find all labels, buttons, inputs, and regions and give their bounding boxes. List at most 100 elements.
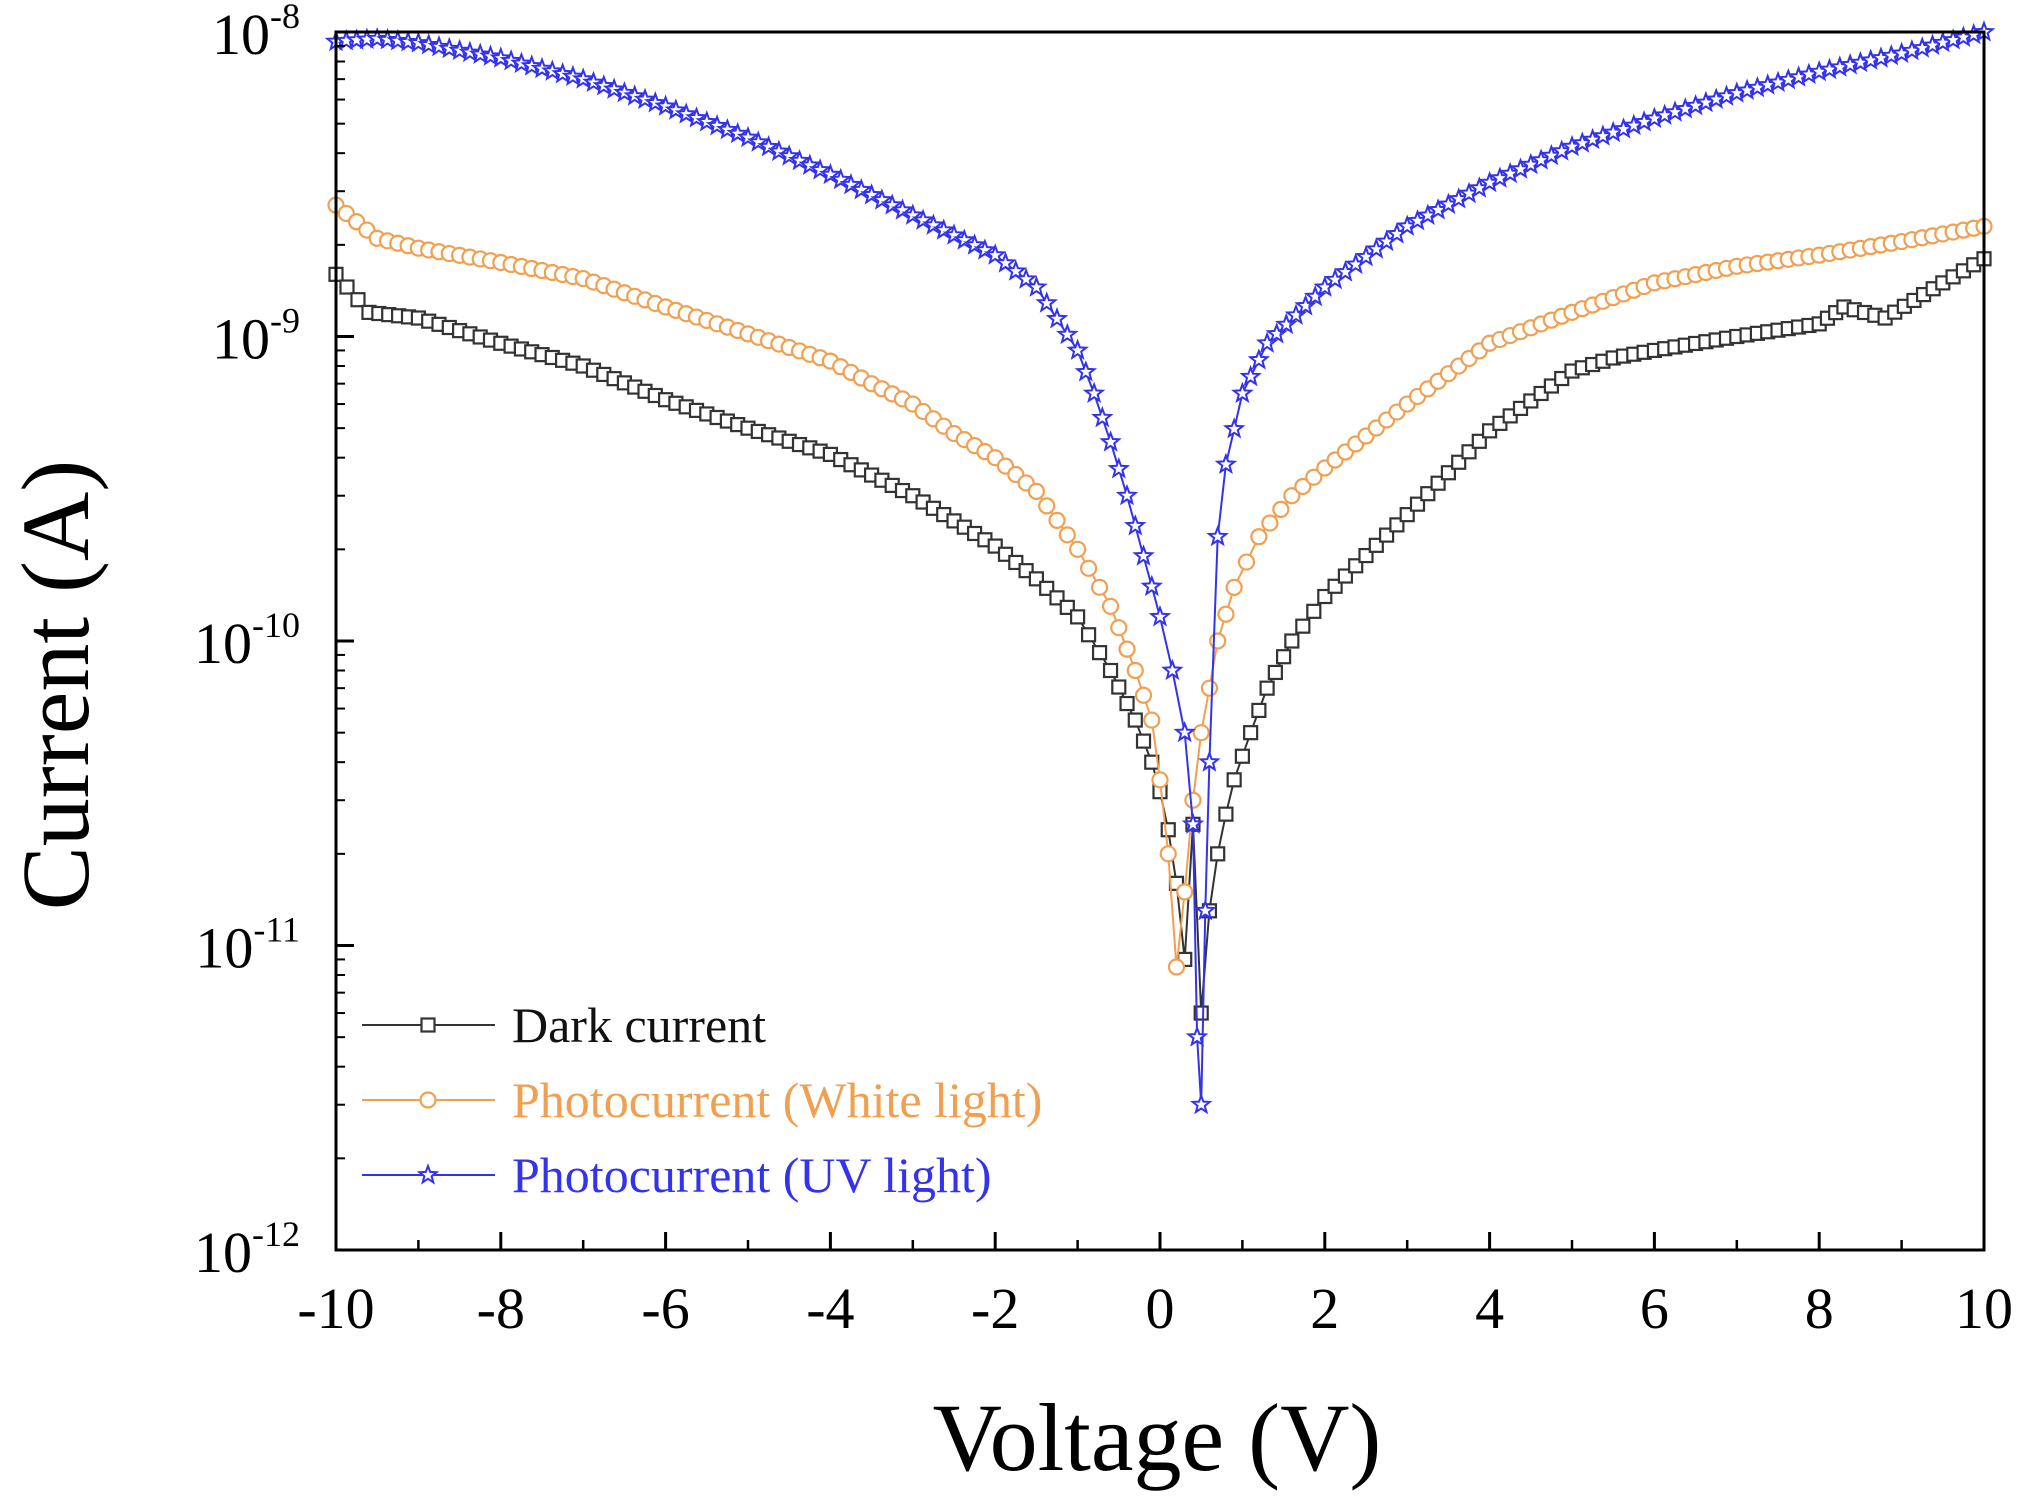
data-point — [1284, 633, 1300, 649]
data-point — [1055, 322, 1079, 345]
data-point — [1132, 544, 1155, 566]
y-tick-label: 10-12 — [194, 1214, 300, 1285]
legend-marker — [420, 1017, 436, 1033]
axes-layer: -10 -8 -6 -4 -2 0 2 4 6 8 10 10-12 10-11 10-10 10-9 10-… — [194, 0, 2013, 1341]
x-tick-label: -8 — [477, 1276, 525, 1341]
data-point — [1127, 712, 1143, 728]
y-tick-label: 10-10 — [194, 605, 300, 676]
series-1 — [328, 251, 1992, 1021]
x-tick-label: 6 — [1640, 1276, 1669, 1341]
data-point — [1058, 526, 1076, 544]
y-tick-label: 10-9 — [212, 301, 300, 372]
data-point — [695, 110, 719, 132]
data-point — [1048, 511, 1066, 529]
data-point — [819, 162, 842, 185]
data-point — [901, 203, 925, 225]
data-point — [1090, 578, 1109, 596]
data-point — [1267, 664, 1283, 681]
data-point — [973, 238, 997, 260]
series-3 — [324, 20, 1996, 1115]
data-point — [1283, 487, 1301, 505]
data-point — [1068, 540, 1087, 558]
data-point — [437, 36, 461, 59]
data-point — [1119, 695, 1135, 712]
x-tick-label: 8 — [1805, 1276, 1834, 1341]
data-point — [983, 243, 1007, 265]
data-point — [685, 106, 708, 128]
data-point — [1189, 1092, 1213, 1115]
data-point — [1217, 605, 1235, 623]
data-point — [1035, 291, 1059, 313]
x-tick-label: 0 — [1146, 1276, 1175, 1341]
data-point — [1225, 578, 1243, 596]
data-point — [705, 114, 729, 136]
data-point — [942, 223, 966, 245]
legend-label: Photocurrent (UV light) — [512, 1147, 992, 1203]
data-point — [860, 183, 883, 205]
data-point — [757, 135, 780, 157]
data-point — [1069, 609, 1086, 625]
x-axis-title: Voltage (V) — [933, 1384, 1382, 1491]
data-point — [479, 44, 502, 66]
data-point — [1148, 605, 1172, 627]
data-point — [1101, 597, 1120, 615]
data-point — [777, 144, 801, 166]
legend-item: Dark current — [362, 997, 766, 1053]
data-point — [417, 32, 441, 55]
data-point — [922, 213, 945, 235]
data-point — [1222, 417, 1246, 439]
data-point — [1275, 649, 1292, 665]
y-tick-label: 10-11 — [195, 910, 300, 981]
data-point — [1247, 348, 1271, 370]
data-point — [1091, 405, 1114, 428]
data-point — [1306, 603, 1322, 619]
data-point — [911, 208, 935, 230]
data-point — [1066, 338, 1089, 361]
data-point — [1027, 482, 1046, 500]
data-point — [1159, 845, 1177, 863]
data-point — [870, 188, 894, 210]
data-point — [1295, 618, 1311, 634]
data-point — [1198, 750, 1221, 772]
data-point — [664, 98, 688, 120]
data-point — [582, 70, 605, 93]
data-point — [1305, 468, 1323, 486]
data-point — [788, 148, 811, 171]
data-point — [1124, 514, 1147, 536]
data-point — [633, 87, 657, 110]
data-point — [1167, 958, 1186, 976]
data-point — [1226, 772, 1242, 788]
data-point — [716, 117, 739, 140]
legend-marker — [416, 1163, 440, 1185]
data-point — [623, 84, 647, 106]
data-point — [1102, 662, 1119, 679]
x-tick-label: -4 — [806, 1276, 854, 1341]
data-point — [994, 251, 1017, 273]
data-point — [1234, 748, 1251, 764]
legend: Dark current Photocurrent (White light) Ph… — [362, 997, 1042, 1203]
data-point — [1173, 720, 1197, 743]
data-point — [1294, 477, 1312, 496]
data-point — [880, 193, 904, 215]
data-point — [468, 42, 492, 65]
data-point — [571, 67, 595, 89]
data-point — [654, 94, 677, 116]
data-point — [643, 90, 667, 113]
x-tick-label: 2 — [1310, 1276, 1339, 1341]
data-point — [1118, 640, 1136, 658]
data-point — [613, 80, 636, 103]
data-point — [1110, 619, 1128, 637]
data-point — [458, 40, 482, 63]
data-point — [1194, 898, 1217, 921]
data-point — [1231, 381, 1254, 403]
data-point — [1206, 524, 1229, 547]
data-point — [1099, 430, 1122, 452]
x-tick-label: -2 — [971, 1276, 1019, 1341]
data-point — [1176, 883, 1194, 901]
data-point — [1251, 702, 1267, 719]
data-point — [1079, 559, 1098, 577]
data-point — [1192, 724, 1210, 742]
data-point — [963, 233, 986, 255]
plot-frame — [334, 30, 1986, 1252]
